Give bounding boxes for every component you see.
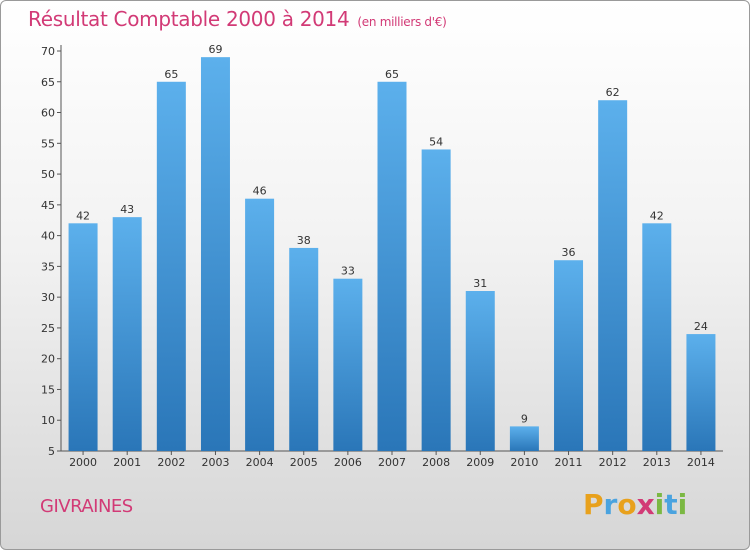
bar-2013	[642, 223, 672, 451]
x-tick-label: 2007	[378, 456, 406, 469]
bar-2014	[686, 334, 716, 451]
logo-letter: r	[603, 488, 618, 521]
y-tick-label: 30	[41, 291, 55, 304]
bar-2006	[333, 278, 363, 451]
x-tick-label: 2009	[466, 456, 494, 469]
data-label: 42	[650, 209, 664, 222]
x-tick-label: 2000	[69, 456, 97, 469]
y-tick-label: 10	[41, 414, 55, 427]
x-tick-label: 2005	[290, 456, 318, 469]
y-tick-label: 25	[41, 322, 55, 335]
data-label: 62	[606, 86, 620, 99]
y-tick-label: 55	[41, 137, 55, 150]
y-tick-label: 35	[41, 260, 55, 273]
y-tick-label: 15	[41, 383, 55, 396]
y-tick-label: 70	[41, 45, 55, 58]
bar-2010	[509, 426, 539, 451]
data-label: 24	[694, 320, 708, 333]
data-label: 31	[473, 277, 487, 290]
x-tick-label: 2012	[599, 456, 627, 469]
bar-2002	[156, 81, 186, 452]
x-tick-label: 2014	[687, 456, 715, 469]
y-tick-label: 50	[41, 168, 55, 181]
y-tick-label: 5	[48, 445, 55, 458]
bar-2007	[377, 81, 407, 452]
bar-2011	[554, 260, 584, 451]
y-tick-label: 40	[41, 230, 55, 243]
bar-2012	[598, 100, 628, 451]
y-tick-label: 60	[41, 107, 55, 120]
data-label: 54	[429, 135, 443, 148]
logo-letter: x	[636, 488, 655, 521]
chart-title-text: Résultat Comptable 2000 à 2014	[28, 7, 350, 31]
data-label: 69	[208, 43, 222, 56]
x-tick-label: 2013	[643, 456, 671, 469]
data-label: 42	[76, 209, 90, 222]
axes: 5 10 15 20 25 30 35 40 45 50 55 60 65 70 2000 2001 2002 2…	[41, 45, 723, 469]
data-label: 38	[297, 234, 311, 247]
x-tick-label: 2011	[555, 456, 583, 469]
bar-2008	[421, 149, 451, 451]
logo-letter: i	[654, 488, 665, 521]
data-label: 43	[120, 203, 134, 216]
logo-letter: t	[664, 488, 678, 521]
logo-letter: i	[677, 488, 688, 521]
data-label: 33	[341, 265, 355, 278]
data-label: 9	[521, 412, 528, 425]
x-tick-label: 2006	[334, 456, 362, 469]
x-tick-label: 2010	[510, 456, 538, 469]
data-label: 65	[385, 68, 399, 81]
bar-2005	[289, 247, 319, 451]
proxiti-logo[interactable]: Proxiti	[583, 488, 687, 521]
y-tick-label: 45	[41, 199, 55, 212]
bar-2004	[245, 198, 275, 451]
x-tick-label: 2004	[246, 456, 274, 469]
chart-title: Résultat Comptable 2000 à 2014 (en millie…	[28, 7, 447, 31]
data-label: 46	[253, 185, 267, 198]
x-tick-label: 2003	[201, 456, 229, 469]
y-tick-label: 20	[41, 353, 55, 366]
town-name: GIVRAINES	[40, 496, 133, 517]
data-label: 36	[562, 246, 576, 259]
logo-letter: o	[617, 488, 637, 521]
bar-2003	[200, 57, 230, 452]
logo-letter: P	[583, 488, 604, 521]
x-tick-label: 2002	[157, 456, 185, 469]
bar-2009	[465, 291, 495, 451]
data-label: 65	[164, 68, 178, 81]
bar-2001	[112, 217, 142, 451]
x-tick-label: 2001	[113, 456, 141, 469]
bars: 42 43 65 69 46 38 33 65 54 31 9 36 62 42 24	[68, 43, 716, 452]
x-tick-label: 2008	[422, 456, 450, 469]
bar-2000	[68, 223, 98, 451]
chart-subtitle: (en milliers d'€)	[357, 15, 447, 29]
y-tick-label: 65	[41, 76, 55, 89]
